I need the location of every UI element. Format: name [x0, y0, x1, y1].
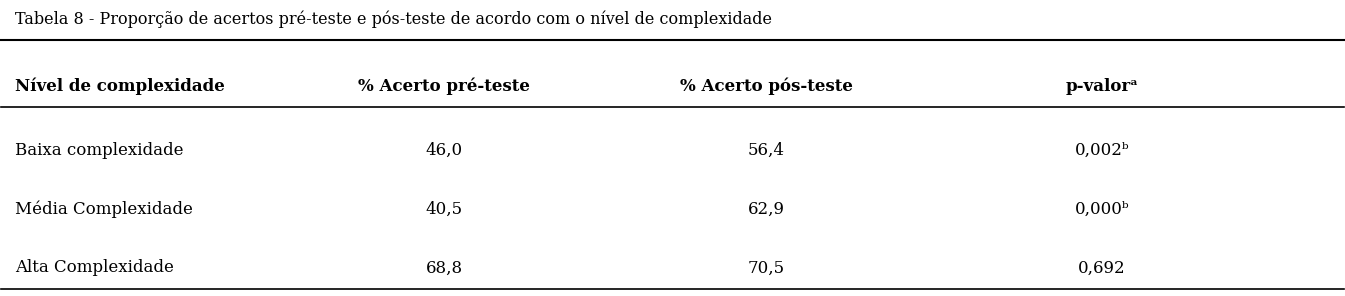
Text: 46,0: 46,0 — [426, 142, 463, 159]
Text: % Acerto pré-teste: % Acerto pré-teste — [358, 78, 530, 95]
Text: Baixa complexidade: Baixa complexidade — [15, 142, 183, 159]
Text: 68,8: 68,8 — [426, 259, 463, 276]
Text: 0,002ᵇ: 0,002ᵇ — [1075, 142, 1130, 159]
Text: 70,5: 70,5 — [748, 259, 785, 276]
Text: 40,5: 40,5 — [426, 201, 463, 218]
Text: 0,692: 0,692 — [1079, 259, 1126, 276]
Text: 56,4: 56,4 — [748, 142, 785, 159]
Text: % Acerto pós-teste: % Acerto pós-teste — [681, 78, 853, 95]
Text: 0,000ᵇ: 0,000ᵇ — [1075, 201, 1130, 218]
Text: p-valorᵃ: p-valorᵃ — [1065, 78, 1138, 95]
Text: Média Complexidade: Média Complexidade — [15, 201, 192, 218]
Text: Nível de complexidade: Nível de complexidade — [15, 78, 225, 95]
Text: Tabela 8 - Proporção de acertos pré-teste e pós-teste de acordo com o nível de c: Tabela 8 - Proporção de acertos pré-test… — [15, 10, 772, 28]
Text: 62,9: 62,9 — [748, 201, 785, 218]
Text: Alta Complexidade: Alta Complexidade — [15, 259, 174, 276]
